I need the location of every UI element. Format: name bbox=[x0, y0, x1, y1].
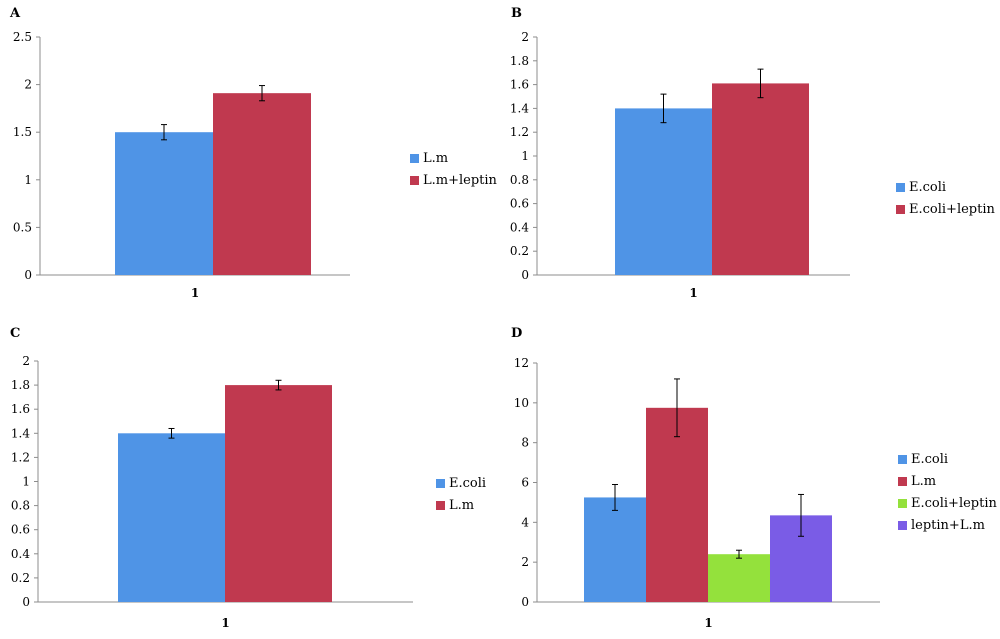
x-tick-label: 1 bbox=[704, 616, 712, 630]
y-tick-label: 0.6 bbox=[11, 523, 30, 537]
legend-item: leptin+L.m bbox=[898, 514, 997, 536]
legend: E.coli L.m E.coli+leptin leptin+L.m bbox=[898, 448, 997, 536]
legend: E.coli L.m bbox=[436, 472, 486, 516]
y-tick-label: 0 bbox=[521, 268, 529, 282]
y-tick-label: 8 bbox=[521, 436, 529, 450]
y-tick-label: 1.6 bbox=[510, 78, 529, 92]
bar bbox=[115, 132, 213, 275]
chart-panel-a: A 0 0.5 1 1.5 2 2.5 1 L.m L.m+leptin bbox=[0, 0, 500, 320]
legend-item: L.m bbox=[898, 470, 997, 492]
panel-label: D bbox=[511, 326, 523, 341]
y-tick-label: 12 bbox=[514, 356, 529, 370]
bar bbox=[584, 497, 646, 602]
y-tick-label: 0.2 bbox=[510, 244, 529, 258]
legend-swatch bbox=[898, 476, 907, 486]
legend-item: E.coli bbox=[436, 472, 486, 494]
legend-label: E.coli bbox=[449, 475, 487, 491]
y-tick-label: 0.6 bbox=[510, 197, 529, 211]
y-tick-label: 0.8 bbox=[510, 173, 529, 187]
bar bbox=[225, 385, 332, 602]
x-tick-label: 1 bbox=[689, 286, 697, 300]
y-tick-label: 0.4 bbox=[11, 547, 30, 561]
y-tick-label: 0.8 bbox=[11, 499, 30, 513]
panel-label: A bbox=[10, 6, 21, 21]
y-tick-label: 1.6 bbox=[11, 402, 30, 416]
y-tick-label: 1.4 bbox=[510, 101, 529, 115]
y-tick-label: 0 bbox=[521, 595, 529, 609]
legend-label: L.m+leptin bbox=[423, 172, 497, 188]
y-tick-label: 0 bbox=[22, 595, 30, 609]
y-tick-label: 1 bbox=[24, 173, 32, 187]
chart-panel-c: C 0 0.2 0.4 0.6 0.8 1 1.2 1.4 1.6 1.8 2 1 E.coli L.… bbox=[0, 320, 500, 639]
legend: E.coli E.coli+leptin bbox=[896, 176, 995, 220]
y-tick-label: 2 bbox=[24, 78, 32, 92]
bar bbox=[118, 433, 225, 602]
y-tick-label: 1.2 bbox=[11, 450, 30, 464]
y-tick-label: 0.4 bbox=[510, 220, 529, 234]
legend-swatch bbox=[410, 153, 419, 163]
y-tick-label: 1 bbox=[521, 149, 529, 163]
chart-panel-b: B 0 0.2 0.4 0.6 0.8 1 1.2 1.4 1.6 1.8 2 1 E.coli E.… bbox=[500, 0, 1000, 320]
y-tick-label: 10 bbox=[514, 396, 529, 410]
y-tick-label: 1 bbox=[22, 475, 30, 489]
legend-item: L.m bbox=[410, 147, 497, 169]
chart-panel-d: D 0 2 4 6 8 10 12 1 E.coli L.m E.coli+leptin le… bbox=[500, 320, 1000, 639]
y-tick-label: 1.2 bbox=[510, 125, 529, 139]
bar bbox=[213, 93, 311, 275]
y-tick-label: 1.8 bbox=[510, 54, 529, 68]
legend-label: L.m bbox=[449, 497, 475, 513]
legend-item: E.coli+leptin bbox=[896, 198, 995, 220]
legend-label: leptin+L.m bbox=[911, 517, 985, 533]
y-tick-label: 2 bbox=[521, 555, 529, 569]
legend-item: E.coli bbox=[898, 448, 997, 470]
legend-swatch bbox=[896, 204, 905, 214]
legend-item: L.m bbox=[436, 494, 486, 516]
y-tick-label: 4 bbox=[521, 515, 529, 529]
y-tick-label: 1.4 bbox=[11, 426, 30, 440]
y-tick-label: 0.2 bbox=[11, 571, 30, 585]
legend-label: E.coli+leptin bbox=[909, 201, 995, 217]
panel-label: B bbox=[511, 6, 522, 21]
bar-chart-d: 0 2 4 6 8 10 12 1 bbox=[514, 356, 880, 630]
bar bbox=[615, 108, 712, 276]
x-tick-label: 1 bbox=[191, 286, 199, 300]
legend-swatch bbox=[436, 500, 445, 510]
legend-label: L.m bbox=[423, 150, 449, 166]
x-tick-label: 1 bbox=[221, 616, 229, 630]
y-tick-label: 2 bbox=[521, 30, 529, 44]
legend-item: E.coli+leptin bbox=[898, 492, 997, 514]
legend-swatch bbox=[898, 454, 907, 464]
legend-label: E.coli bbox=[909, 179, 947, 195]
y-tick-label: 2 bbox=[22, 354, 30, 368]
legend-label: E.coli+leptin bbox=[911, 495, 997, 511]
y-tick-label: 0 bbox=[24, 268, 32, 282]
legend-swatch bbox=[898, 520, 907, 530]
bar bbox=[712, 83, 809, 275]
bar-chart-a: 0 0.5 1 1.5 2 2.5 1 bbox=[13, 30, 350, 300]
panel-label: C bbox=[10, 326, 21, 341]
y-tick-label: 2.5 bbox=[13, 30, 32, 44]
bar-chart-c: 0 0.2 0.4 0.6 0.8 1 1.2 1.4 1.6 1.8 2 1 bbox=[11, 354, 413, 630]
y-tick-label: 1.8 bbox=[11, 378, 30, 392]
legend-item: E.coli bbox=[896, 176, 995, 198]
bar-chart-b: 0 0.2 0.4 0.6 0.8 1 1.2 1.4 1.6 1.8 2 1 bbox=[510, 30, 850, 300]
bar bbox=[646, 407, 708, 602]
bar bbox=[708, 554, 770, 602]
legend-swatch bbox=[410, 175, 419, 185]
legend-label: L.m bbox=[911, 473, 937, 489]
y-tick-label: 0.5 bbox=[13, 220, 32, 234]
y-tick-label: 1.5 bbox=[13, 125, 32, 139]
legend-swatch bbox=[436, 478, 445, 488]
y-tick-label: 6 bbox=[521, 476, 529, 490]
legend-item: L.m+leptin bbox=[410, 169, 497, 191]
legend-label: E.coli bbox=[911, 451, 949, 467]
legend-swatch bbox=[896, 182, 905, 192]
legend-swatch bbox=[898, 498, 907, 508]
legend: L.m L.m+leptin bbox=[410, 147, 497, 191]
